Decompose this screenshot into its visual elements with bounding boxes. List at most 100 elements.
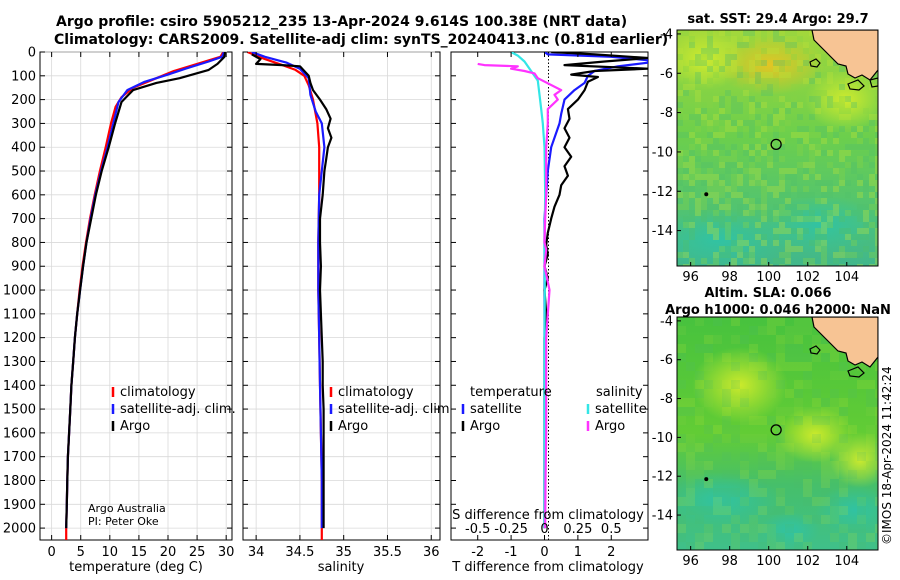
field-cell	[875, 156, 878, 162]
field-cell	[803, 264, 809, 266]
field-cell	[761, 216, 767, 222]
field-cell	[875, 162, 878, 168]
field-cell	[725, 126, 731, 132]
field-cell	[758, 362, 767, 371]
field-cell	[776, 407, 785, 416]
field-cell	[875, 258, 878, 264]
field-cell	[689, 234, 695, 240]
field-cell	[695, 470, 704, 479]
field-cell	[779, 72, 785, 78]
temperature-axes-box	[39, 51, 233, 541]
field-cell	[857, 470, 866, 479]
field-cell	[683, 222, 689, 228]
x-tick-label: 36	[423, 545, 440, 560]
field-cell	[731, 470, 740, 479]
field-cell	[857, 216, 863, 222]
field-cell	[713, 252, 719, 258]
field-cell	[809, 78, 815, 84]
field-cell	[701, 192, 707, 198]
field-cell	[719, 174, 725, 180]
field-cell	[731, 66, 737, 72]
field-cell	[791, 246, 797, 252]
field-cell	[767, 371, 776, 380]
field-cell	[863, 144, 869, 150]
field-cell	[857, 174, 863, 180]
field-cell	[704, 506, 713, 515]
field-cell	[776, 443, 785, 452]
field-cell	[839, 168, 845, 174]
field-cell	[866, 461, 875, 470]
field-cell	[794, 362, 803, 371]
field-cell	[731, 108, 737, 114]
field-cell	[875, 234, 878, 240]
field-cell	[704, 362, 713, 371]
field-cell	[845, 210, 851, 216]
field-cell	[839, 371, 848, 380]
field-cell	[797, 228, 803, 234]
y-tick-label: 800	[11, 236, 36, 251]
field-cell	[863, 234, 869, 240]
field-cell	[851, 126, 857, 132]
field-cell	[689, 42, 695, 48]
field-cell	[803, 371, 812, 380]
field-cell	[722, 434, 731, 443]
field-cell	[827, 222, 833, 228]
field-cell	[797, 204, 803, 210]
field-cell	[695, 84, 701, 90]
y-tick-label: 1500	[3, 403, 36, 418]
field-cell	[725, 264, 731, 266]
field-cell	[707, 180, 713, 186]
field-cell	[794, 335, 803, 344]
field-cell	[875, 168, 878, 174]
field-cell	[707, 264, 713, 266]
field-cell	[737, 234, 743, 240]
field-cell	[695, 506, 704, 515]
field-cell	[695, 96, 701, 102]
field-cell	[875, 524, 878, 533]
field-cell	[773, 84, 779, 90]
field-cell	[827, 90, 833, 96]
field-cell	[704, 380, 713, 389]
field-cell	[821, 252, 827, 258]
y-tick-label: 1900	[3, 498, 36, 513]
field-cell	[797, 246, 803, 252]
field-cell	[815, 102, 821, 108]
field-cell	[821, 488, 830, 497]
field-cell	[749, 180, 755, 186]
field-cell	[677, 60, 683, 66]
field-cell	[812, 335, 821, 344]
field-cell	[833, 138, 839, 144]
field-cell	[701, 138, 707, 144]
field-cell	[683, 216, 689, 222]
field-cell	[851, 102, 857, 108]
field-cell	[803, 204, 809, 210]
field-cell	[767, 144, 773, 150]
field-cell	[809, 132, 815, 138]
field-cell	[803, 258, 809, 264]
field-cell	[695, 114, 701, 120]
field-cell	[821, 72, 827, 78]
island-outline	[869, 77, 878, 88]
sst-map-frame	[676, 29, 879, 267]
field-cell	[863, 210, 869, 216]
s-difference-ticks: -0.5 -0.25 0 0.25 0.5	[465, 522, 622, 537]
field-cell	[725, 234, 731, 240]
y-tick-label: 600	[11, 188, 36, 203]
x-tick-label: 25	[189, 545, 206, 560]
field-cell	[686, 452, 695, 461]
field-cell	[845, 84, 851, 90]
field-cell	[758, 488, 767, 497]
field-cell	[779, 168, 785, 174]
field-cell	[758, 416, 767, 425]
field-cell	[755, 174, 761, 180]
field-cell	[875, 470, 878, 479]
field-cell	[785, 204, 791, 210]
field-cell	[749, 246, 755, 252]
field-cell	[677, 180, 683, 186]
field-cell	[839, 416, 848, 425]
field-cell	[761, 210, 767, 216]
field-cell	[839, 174, 845, 180]
field-cell	[812, 344, 821, 353]
field-cell	[725, 78, 731, 84]
field-cell	[677, 156, 683, 162]
